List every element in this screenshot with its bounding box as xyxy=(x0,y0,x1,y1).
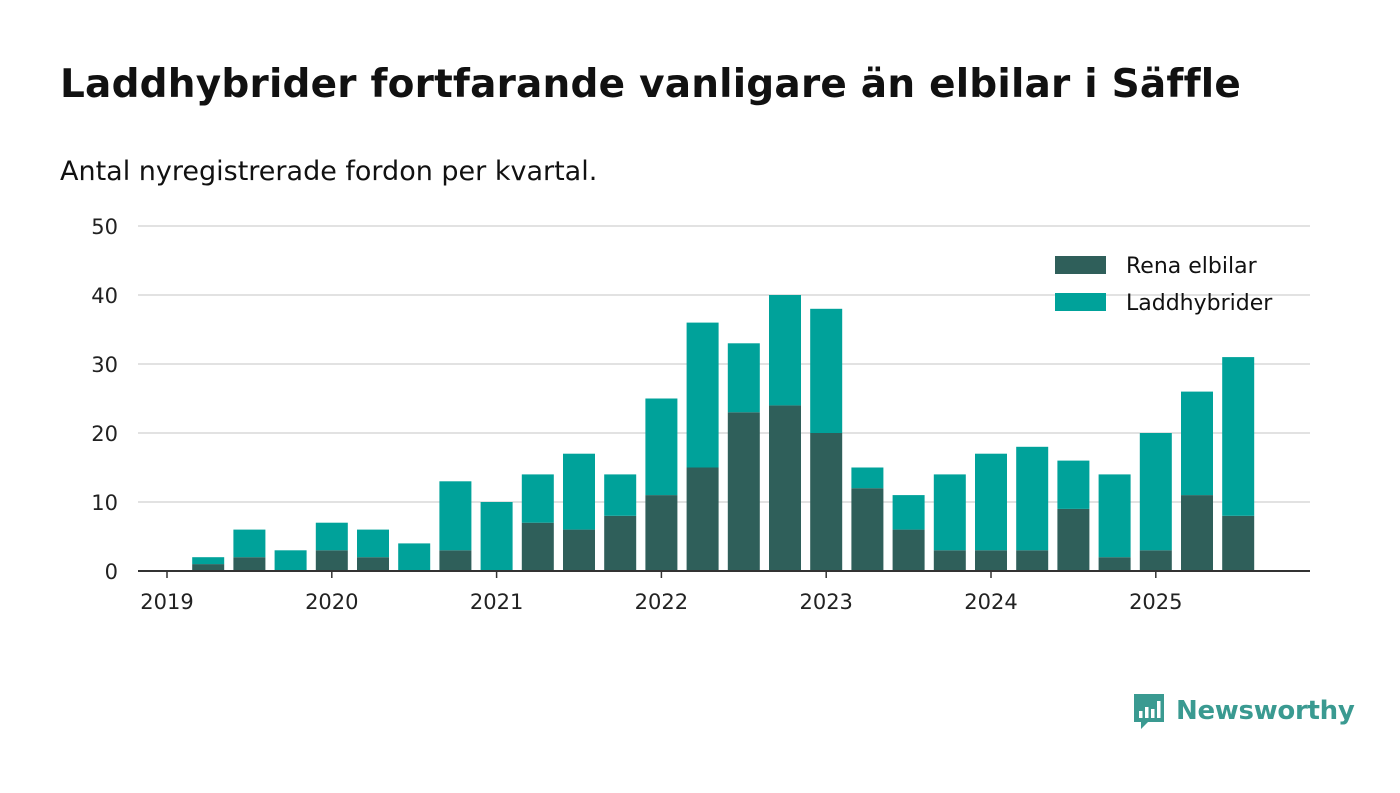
bar-rena-elbilar xyxy=(933,550,966,571)
bar-laddhybrider xyxy=(1057,460,1090,509)
bar-laddhybrider xyxy=(563,453,595,530)
bar-laddhybrider xyxy=(521,474,554,523)
bar-laddhybrider xyxy=(357,529,389,558)
bar-rena-elbilar xyxy=(892,529,925,571)
bar-laddhybrider xyxy=(769,295,801,406)
bar-laddhybrider xyxy=(439,481,472,551)
bars xyxy=(192,295,1255,571)
bar-laddhybrider xyxy=(975,453,1007,551)
bar-rena-elbilar xyxy=(727,412,760,571)
bar-rena-elbilar xyxy=(233,557,266,571)
bar-laddhybrider xyxy=(604,474,637,516)
bar-laddhybrider xyxy=(480,502,513,571)
legend-swatch-rena-elbilar xyxy=(1055,256,1106,274)
bar-rena-elbilar xyxy=(439,550,472,571)
bar-laddhybrider xyxy=(1222,357,1255,516)
bar-rena-elbilar xyxy=(1098,557,1131,571)
legend: Rena elbilar Laddhybrider xyxy=(1055,254,1273,316)
legend-label-rena-elbilar: Rena elbilar xyxy=(1126,254,1258,279)
x-tick-label: 2023 xyxy=(799,590,852,614)
x-tick-label: 2019 xyxy=(140,590,193,614)
y-axis-ticks: 0 10 20 30 40 50 xyxy=(91,215,118,584)
x-tick-label: 2021 xyxy=(470,590,523,614)
bar-rena-elbilar xyxy=(975,550,1007,571)
y-tick-label: 30 xyxy=(91,353,118,377)
chart-subtitle: Antal nyregistrerade fordon per kvartal. xyxy=(60,156,598,187)
bar-rena-elbilar xyxy=(1181,495,1213,571)
bar-rena-elbilar xyxy=(315,550,348,571)
bar-rena-elbilar xyxy=(645,495,678,571)
bar-laddhybrider xyxy=(686,322,719,468)
x-tick-label: 2024 xyxy=(964,590,1017,614)
bar-rena-elbilar xyxy=(686,467,719,571)
brand-name: Newsworthy xyxy=(1176,696,1355,726)
newsworthy-logo-icon xyxy=(1134,694,1164,729)
bar-laddhybrider xyxy=(933,474,966,551)
grid-lines xyxy=(138,225,1310,503)
bar-rena-elbilar xyxy=(1139,550,1172,571)
bar-laddhybrider xyxy=(1016,446,1049,551)
bar-rena-elbilar xyxy=(521,522,554,571)
bar-rena-elbilar xyxy=(357,557,389,571)
x-tick-label: 2022 xyxy=(635,590,688,614)
x-tick-label: 2025 xyxy=(1129,590,1182,614)
bar-rena-elbilar xyxy=(810,433,843,571)
bar-rena-elbilar xyxy=(1016,550,1049,571)
bar-laddhybrider xyxy=(1139,433,1172,551)
y-tick-label: 40 xyxy=(91,284,118,308)
x-tick-label: 2020 xyxy=(305,590,358,614)
bar-laddhybrider xyxy=(315,522,348,551)
bar-rena-elbilar xyxy=(563,529,595,571)
bar-rena-elbilar xyxy=(192,564,225,571)
brand-logo: Newsworthy xyxy=(1132,692,1355,730)
bar-rena-elbilar xyxy=(851,488,884,571)
y-tick-label: 20 xyxy=(91,422,118,446)
bar-laddhybrider xyxy=(892,495,925,530)
y-tick-label: 0 xyxy=(105,560,118,584)
bar-rena-elbilar xyxy=(604,515,637,571)
bar-laddhybrider xyxy=(233,529,266,558)
bar-laddhybrider xyxy=(274,550,307,571)
bar-laddhybrider xyxy=(398,543,431,571)
y-tick-label: 50 xyxy=(91,215,118,239)
bar-laddhybrider xyxy=(1181,391,1213,496)
legend-swatch-laddhybrider xyxy=(1055,293,1106,311)
legend-label-laddhybrider: Laddhybrider xyxy=(1126,291,1273,316)
bar-rena-elbilar xyxy=(1222,515,1255,571)
bar-laddhybrider xyxy=(810,308,843,433)
bar-laddhybrider xyxy=(1098,474,1131,558)
x-axis-ticks: 2019 2020 2021 2022 2023 2024 2025 xyxy=(140,571,1183,614)
chart-title: Laddhybrider fortfarande vanligare än el… xyxy=(60,62,1241,107)
bar-laddhybrider xyxy=(727,343,760,413)
bar-rena-elbilar xyxy=(1057,508,1090,571)
bar-rena-elbilar xyxy=(769,405,801,571)
y-tick-label: 10 xyxy=(91,491,118,515)
bar-laddhybrider xyxy=(645,398,678,496)
bar-laddhybrider xyxy=(192,557,225,565)
bar-laddhybrider xyxy=(851,467,884,489)
